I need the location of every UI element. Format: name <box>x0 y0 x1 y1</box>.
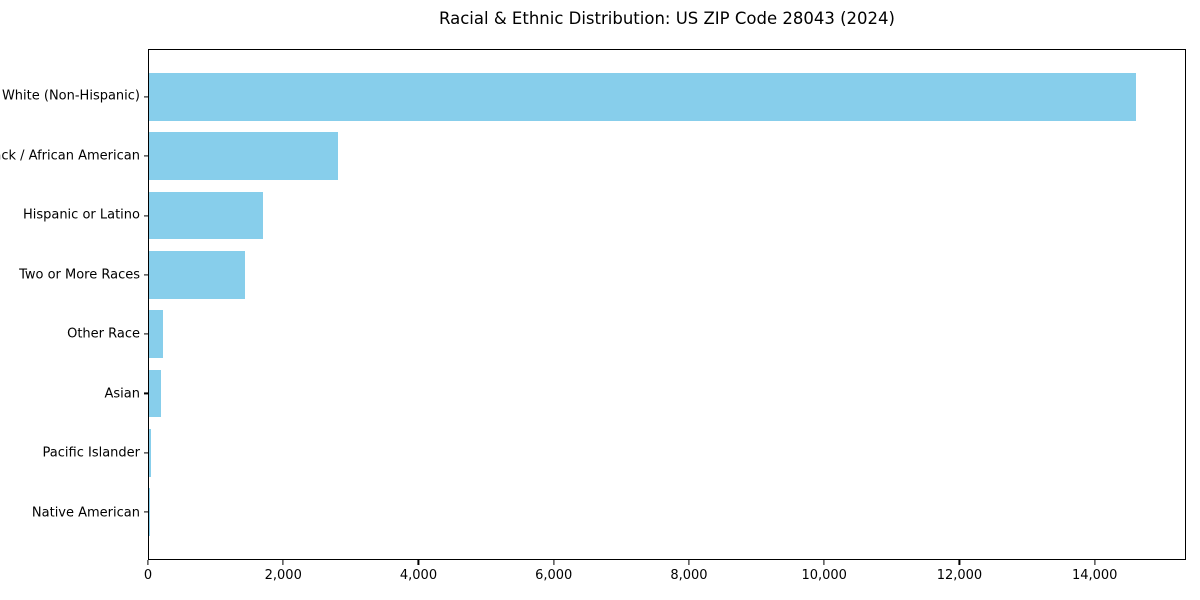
x-tick-mark <box>553 560 555 565</box>
x-tick-mark <box>282 560 284 565</box>
x-tick-mark <box>147 560 149 565</box>
plot-area <box>144 49 1186 560</box>
bar-other-race <box>149 310 164 358</box>
y-tick-mark <box>144 333 148 335</box>
bar-native-american <box>149 488 150 536</box>
x-tick-mark <box>958 560 961 565</box>
y-tick-mark <box>144 214 148 217</box>
x-axis: 0 2,000 4,000 6,000 8,000 10,000 12,000 14,000 <box>144 560 1186 596</box>
y-tick-mark <box>144 155 148 157</box>
x-tick-label: 12,000 <box>936 568 983 583</box>
bar-pacific-islander <box>149 429 151 477</box>
y-tick-label-other-race: Other Race <box>67 326 140 342</box>
y-axis-labels: White (Non-Hispanic) Black / African Amer… <box>0 49 140 560</box>
x-tick-label: 0 <box>143 568 153 583</box>
y-tick-mark <box>144 96 148 98</box>
y-tick-label-white-non-hispanic: White (Non-Hispanic) <box>1 88 140 104</box>
x-tick-label: 2,000 <box>264 568 302 583</box>
y-tick-mark <box>144 452 148 454</box>
x-tick-mark <box>823 560 825 565</box>
x-tick-mark <box>688 560 690 565</box>
bar-asian <box>149 369 161 418</box>
x-tick-label: 4,000 <box>399 568 438 583</box>
y-tick-label-hispanic-or-latino: Hispanic or Latino <box>22 207 140 223</box>
y-tick-label-pacific-islander: Pacific Islander <box>42 445 140 461</box>
x-tick-mark <box>1094 560 1096 565</box>
x-tick-label: 14,000 <box>1071 568 1118 583</box>
x-tick-label: 8,000 <box>670 568 708 583</box>
y-tick-label-black-african-american: Black / African American <box>0 148 140 164</box>
x-tick-label: 10,000 <box>801 568 847 583</box>
y-tick-mark <box>144 392 148 395</box>
bar-black-african-american <box>149 132 338 180</box>
chart-title: Racial & Ethnic Distribution: US ZIP Cod… <box>439 9 895 28</box>
x-tick-mark <box>417 560 420 565</box>
y-tick-label-asian: Asian <box>104 386 140 402</box>
y-tick-mark <box>144 274 148 276</box>
y-tick-label-native-american: Native American <box>31 505 140 521</box>
x-tick-label: 6,000 <box>535 568 573 583</box>
bar-two-or-more-races <box>149 251 245 299</box>
y-tick-label-two-or-more-races: Two or More Races <box>19 267 140 283</box>
bar-white-non-hispanic <box>149 73 1136 121</box>
bar-hispanic-or-latino <box>149 191 264 240</box>
y-tick-mark <box>144 511 148 513</box>
